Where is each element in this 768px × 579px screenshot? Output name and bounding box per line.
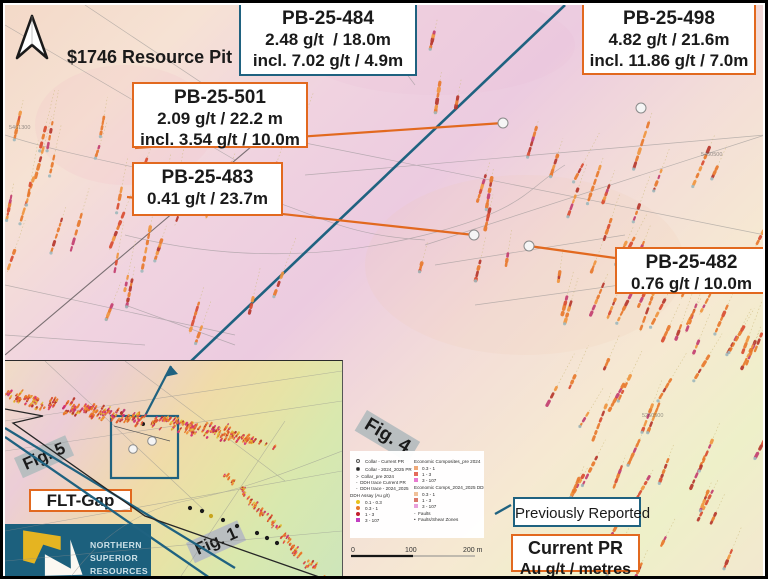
svg-text:5460500: 5460500 (701, 152, 722, 158)
svg-text:5260500: 5260500 (642, 413, 663, 419)
svg-text:5461300: 5461300 (9, 125, 30, 131)
